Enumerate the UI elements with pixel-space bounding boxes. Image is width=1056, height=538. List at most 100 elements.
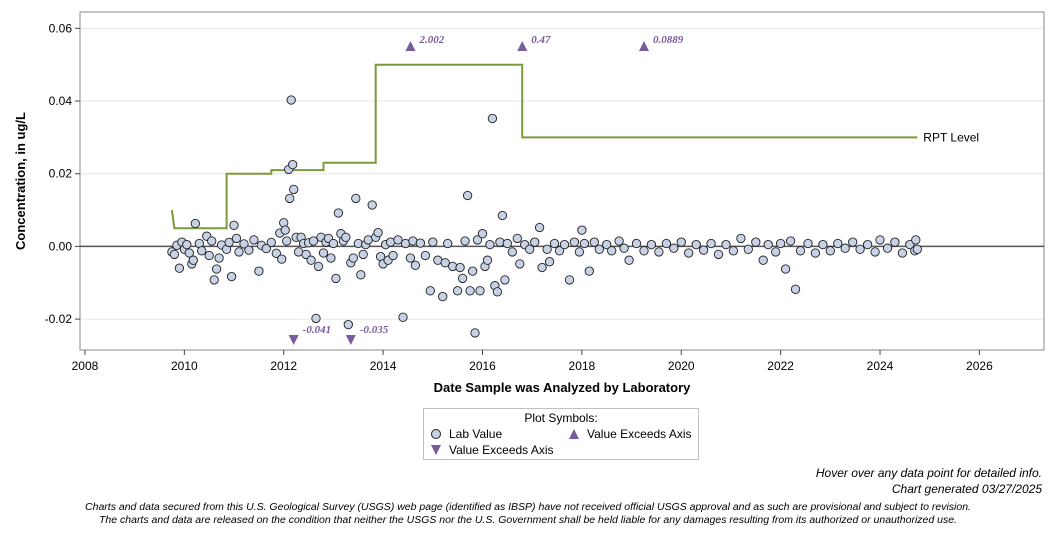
lab-value-point[interactable]	[736, 233, 746, 244]
lab-value-point[interactable]	[214, 253, 224, 263]
lab-value-point[interactable]	[328, 238, 339, 249]
lab-value-point[interactable]	[624, 255, 634, 265]
lab-value-point[interactable]	[534, 222, 545, 233]
lab-value-point[interactable]	[311, 313, 321, 324]
lab-value-point[interactable]	[460, 236, 470, 246]
lab-value-point[interactable]	[542, 244, 552, 254]
lab-value-point[interactable]	[326, 253, 336, 263]
lab-value-points[interactable]	[167, 95, 922, 338]
exceeds-axis-marker[interactable]	[405, 41, 416, 51]
lab-value-point[interactable]	[174, 263, 185, 273]
lab-value-point[interactable]	[301, 249, 311, 260]
lab-value-point[interactable]	[356, 270, 366, 280]
lab-value-point[interactable]	[462, 190, 473, 201]
lab-value-point[interactable]	[261, 243, 271, 254]
lab-value-point[interactable]	[467, 266, 478, 276]
lab-value-point[interactable]	[530, 237, 540, 247]
lab-value-point[interactable]	[537, 262, 547, 273]
lab-value-point[interactable]	[614, 236, 624, 246]
lab-value-point[interactable]	[351, 193, 361, 204]
lab-value-point[interactable]	[249, 235, 259, 245]
lab-value-point[interactable]	[492, 287, 503, 297]
lab-value-point[interactable]	[833, 238, 843, 249]
lab-value-point[interactable]	[244, 245, 254, 255]
lab-value-point[interactable]	[266, 237, 276, 248]
lab-value-point[interactable]	[209, 275, 219, 285]
lab-value-point[interactable]	[405, 253, 416, 263]
lab-value-point[interactable]	[897, 248, 908, 258]
lab-value-point[interactable]	[169, 249, 180, 260]
lab-value-point[interactable]	[318, 248, 329, 258]
lab-value-point[interactable]	[803, 238, 813, 249]
lab-value-point[interactable]	[515, 259, 525, 269]
lab-value-point[interactable]	[589, 237, 599, 247]
lab-value-point[interactable]	[224, 237, 234, 248]
lab-value-point[interactable]	[579, 238, 590, 249]
lab-value-point[interactable]	[862, 239, 873, 250]
lab-value-point[interactable]	[188, 255, 198, 265]
lab-value-point[interactable]	[415, 238, 426, 248]
lab-value-point[interactable]	[343, 319, 353, 330]
lab-value-point[interactable]	[905, 239, 915, 250]
lab-value-point[interactable]	[713, 249, 724, 260]
lab-value-point[interactable]	[525, 244, 535, 254]
lab-value-point[interactable]	[184, 248, 194, 258]
lab-value-point[interactable]	[911, 235, 921, 245]
lab-value-point[interactable]	[277, 254, 287, 264]
lab-value-point[interactable]	[691, 239, 701, 250]
lab-value-point[interactable]	[631, 238, 642, 249]
lab-value-point[interactable]	[661, 238, 672, 249]
lab-value-point[interactable]	[229, 220, 239, 230]
lab-value-point[interactable]	[639, 246, 649, 256]
lab-value-point[interactable]	[780, 264, 791, 274]
lab-value-point[interactable]	[500, 275, 510, 285]
exceeds-axis-marker[interactable]	[345, 335, 356, 345]
lab-value-point[interactable]	[289, 184, 299, 195]
lab-value-point[interactable]	[669, 243, 679, 253]
lab-value-point[interactable]	[564, 275, 575, 285]
lab-value-point[interactable]	[182, 239, 192, 250]
lab-value-point[interactable]	[239, 239, 249, 249]
lab-value-point[interactable]	[443, 238, 453, 249]
lab-value-point[interactable]	[654, 247, 664, 257]
lab-value-point[interactable]	[495, 237, 505, 247]
lab-value-point[interactable]	[584, 266, 594, 276]
lab-value-point[interactable]	[271, 248, 281, 258]
lab-value-point[interactable]	[472, 235, 483, 245]
lab-value-point[interactable]	[226, 271, 237, 282]
lab-value-point[interactable]	[706, 238, 716, 249]
lab-value-point[interactable]	[455, 262, 465, 273]
lab-value-point[interactable]	[758, 255, 768, 265]
lab-value-point[interactable]	[771, 247, 781, 257]
lab-value-point[interactable]	[285, 193, 295, 204]
lab-value-point[interactable]	[763, 239, 773, 250]
lab-value-point[interactable]	[482, 255, 493, 265]
lab-value-point[interactable]	[465, 286, 475, 296]
lab-value-point[interactable]	[751, 237, 761, 247]
lab-value-point[interactable]	[288, 159, 298, 170]
lab-value-point[interactable]	[569, 237, 580, 247]
lab-value-point[interactable]	[775, 238, 786, 249]
lab-value-point[interactable]	[497, 210, 508, 221]
lab-value-point[interactable]	[795, 246, 806, 256]
lab-value-point[interactable]	[207, 236, 217, 246]
lab-value-point[interactable]	[574, 247, 585, 257]
lab-value-point[interactable]	[231, 233, 242, 244]
lab-value-point[interactable]	[388, 250, 398, 261]
lab-value-point[interactable]	[348, 253, 358, 263]
lab-value-point[interactable]	[721, 239, 731, 250]
lab-value-point[interactable]	[373, 227, 383, 238]
lab-value-point[interactable]	[420, 250, 431, 261]
lab-value-point[interactable]	[477, 229, 488, 239]
lab-value-point[interactable]	[254, 266, 264, 276]
lab-value-point[interactable]	[825, 246, 835, 256]
lab-value-point[interactable]	[559, 239, 570, 250]
lab-value-point[interactable]	[743, 244, 753, 254]
lab-value-point[interactable]	[333, 208, 344, 218]
lab-value-point[interactable]	[698, 245, 709, 255]
lab-value-point[interactable]	[197, 246, 207, 256]
lab-value-point[interactable]	[410, 260, 421, 270]
lab-value-point[interactable]	[438, 291, 448, 302]
lab-value-point[interactable]	[358, 249, 368, 260]
lab-value-point[interactable]	[554, 246, 565, 256]
